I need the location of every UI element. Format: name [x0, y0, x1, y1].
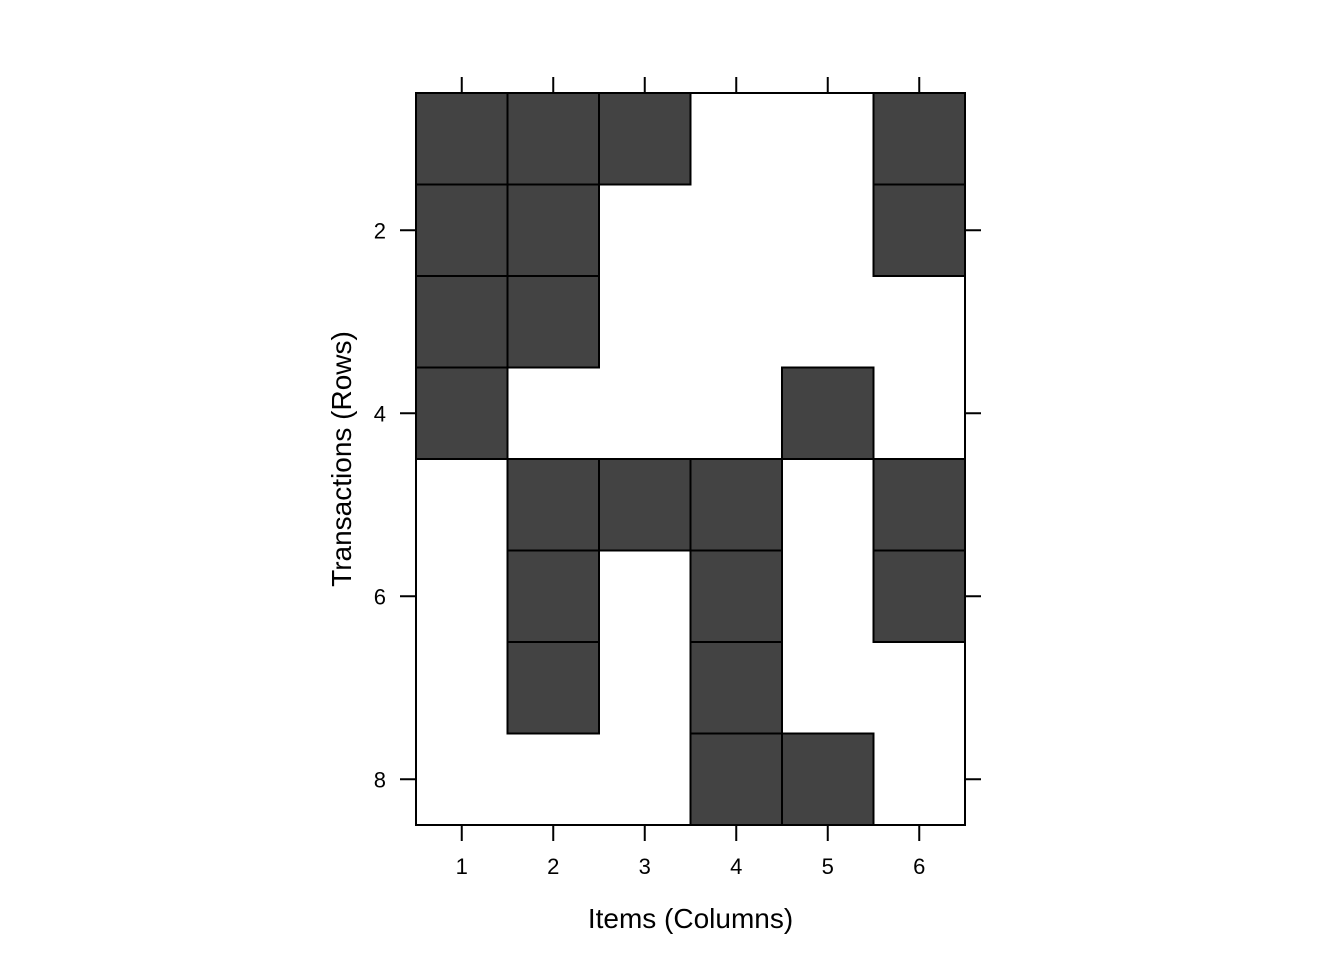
cell-r8-c5: [781, 732, 875, 826]
cell-r6-c2: [506, 549, 600, 643]
heatmap-cells: [415, 92, 966, 826]
cell-r5-c4: [689, 458, 783, 552]
x-tick-label: 4: [730, 854, 742, 879]
cell-r2-c6: [872, 183, 966, 277]
cell-r4-c5: [781, 366, 875, 460]
cell-r1-c2: [506, 92, 600, 186]
x-tick-label: 5: [822, 854, 834, 879]
cell-r5-c2: [506, 458, 600, 552]
cell-r3-c1: [415, 275, 509, 369]
y-axis-left: 2 4 6 8: [374, 218, 416, 792]
cell-r5-c3: [598, 458, 692, 552]
x-axis-top-ticks: [460, 77, 921, 93]
cell-r1-c1: [415, 92, 509, 186]
x-tick-label: 3: [639, 854, 651, 879]
y-tick-label: 8: [374, 767, 386, 792]
x-tick-label: 6: [913, 854, 925, 879]
cell-r8-c4: [689, 732, 783, 826]
y-axis-title: Transactions (Rows): [326, 331, 357, 587]
x-tick-label: 2: [547, 854, 559, 879]
y-tick-label: 4: [374, 401, 386, 426]
cell-r5-c6: [872, 458, 966, 552]
cell-r6-c6: [872, 549, 966, 643]
cell-r7-c4: [689, 641, 783, 735]
plot-frame: [415, 92, 966, 826]
cell-r7-c2: [506, 641, 600, 735]
x-axis-title: Items (Columns): [588, 903, 793, 934]
cell-r3-c2: [506, 275, 600, 369]
x-axis-bottom: 1 2 3 4 5 6: [456, 825, 925, 879]
cell-r2-c1: [415, 183, 509, 277]
cell-r1-c3: [598, 92, 692, 186]
cell-r1-c6: [872, 92, 966, 186]
y-tick-label: 2: [374, 218, 386, 243]
y-axis-right-ticks: [965, 229, 981, 781]
cell-r4-c1: [415, 366, 509, 460]
cell-r2-c2: [506, 183, 600, 277]
y-tick-label: 6: [374, 584, 386, 609]
cell-r6-c4: [689, 549, 783, 643]
x-tick-label: 1: [456, 854, 468, 879]
